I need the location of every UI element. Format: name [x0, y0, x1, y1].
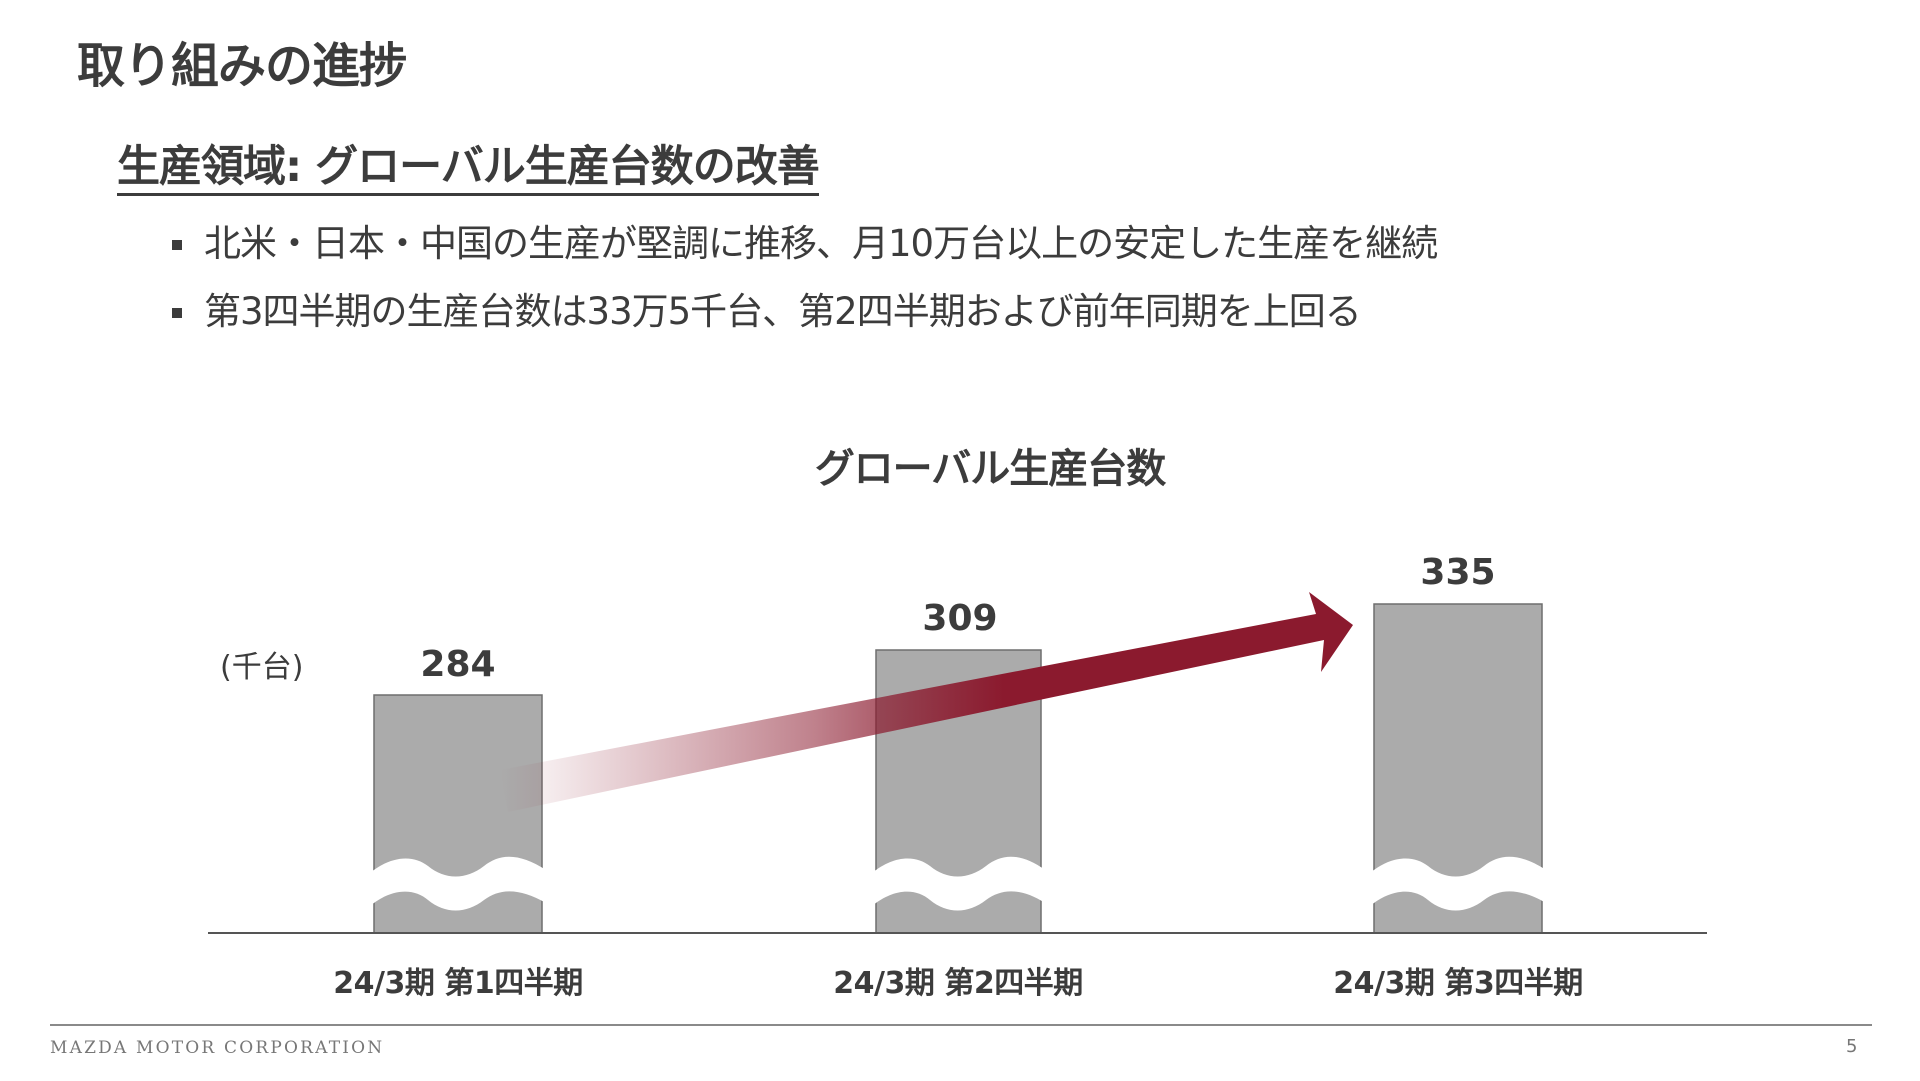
- bullet-text: 北米・日本・中国の生産が堅調に推移、月10万台以上の安定した生産を継続: [204, 222, 1438, 265]
- bullet-item: 北米・日本・中国の生産が堅調に推移、月10万台以上の安定した生産を継続: [168, 220, 1438, 288]
- value-label-q1: 284: [420, 644, 496, 685]
- bullet-list: 北米・日本・中国の生産が堅調に推移、月10万台以上の安定した生産を継続 第3四半…: [168, 220, 1438, 356]
- category-label-q2: 24/3期 第2四半期: [833, 966, 1083, 1001]
- page-number: 5: [1846, 1036, 1858, 1057]
- bullet-square-icon: [172, 308, 182, 318]
- section-title: 生産領域: グローバル生産台数の改善: [117, 143, 820, 196]
- category-label-q1: 24/3期 第1四半期: [333, 966, 583, 1001]
- value-label-q2: 309: [922, 598, 998, 639]
- footer-brand: MAZDA MOTOR CORPORATION: [50, 1038, 385, 1058]
- chart-title: グローバル生産台数: [814, 446, 1167, 492]
- unit-label: (千台): [220, 650, 304, 685]
- trend-arrow-icon: [500, 592, 1353, 812]
- bullet-text: 第3四半期の生産台数は33万5千台、第2四半期および前年同期を上回る: [204, 290, 1362, 333]
- category-label-q3: 24/3期 第3四半期: [1333, 966, 1583, 1001]
- axis-break-icon: [370, 856, 1546, 911]
- bullet-item: 第3四半期の生産台数は33万5千台、第2四半期および前年同期を上回る: [168, 288, 1437, 356]
- footer-divider: [50, 1024, 1872, 1026]
- value-label-q3: 335: [1420, 552, 1496, 593]
- page-title: 取り組みの進捗: [77, 38, 407, 94]
- bullet-square-icon: [172, 240, 182, 250]
